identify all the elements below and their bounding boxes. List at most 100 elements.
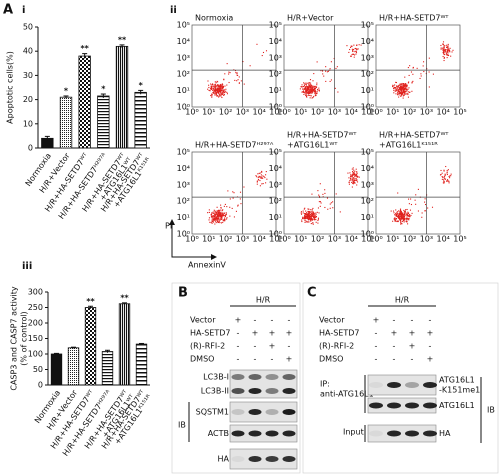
event-dot bbox=[419, 77, 421, 80]
event-dot bbox=[394, 219, 396, 221]
y-tick-label: 10⁵ bbox=[361, 21, 374, 30]
event-dot bbox=[408, 215, 410, 217]
event-dot bbox=[440, 47, 442, 49]
event-dot bbox=[302, 212, 304, 214]
event-dot bbox=[217, 221, 220, 224]
x-tick-label: 10² bbox=[311, 108, 324, 117]
event-dot bbox=[350, 175, 352, 178]
event-dot bbox=[348, 183, 350, 185]
event-dot bbox=[308, 91, 311, 93]
event-dot bbox=[258, 176, 260, 178]
x-tick-label: 10⁵ bbox=[361, 108, 374, 117]
event-dot bbox=[308, 92, 310, 94]
x-axis-label: AnnexinV bbox=[188, 261, 226, 270]
event-dot bbox=[303, 82, 305, 84]
event-dot bbox=[397, 85, 399, 87]
event-dot bbox=[405, 209, 407, 211]
event-dot bbox=[396, 215, 398, 217]
event-dot bbox=[350, 45, 352, 47]
event-dot bbox=[307, 87, 309, 89]
treatment-sign: - bbox=[271, 316, 274, 325]
event-dot bbox=[318, 194, 320, 196]
event-dot bbox=[242, 60, 244, 63]
event-dot bbox=[217, 211, 219, 213]
event-dot bbox=[310, 209, 312, 211]
bar bbox=[135, 343, 148, 386]
event-dot bbox=[305, 95, 308, 98]
event-dot bbox=[311, 87, 314, 89]
event-dot bbox=[265, 171, 267, 173]
event-dot bbox=[321, 70, 324, 72]
event-dot bbox=[411, 81, 413, 83]
y-axis-label: (% of control) bbox=[20, 311, 29, 365]
event-dot bbox=[303, 84, 306, 86]
treatment-sign: - bbox=[288, 342, 291, 351]
event-dot bbox=[401, 94, 403, 96]
event-dot bbox=[421, 212, 423, 214]
treatment-sign: + bbox=[286, 355, 293, 364]
event-dot bbox=[315, 215, 317, 217]
event-dot bbox=[400, 223, 402, 225]
event-dot bbox=[225, 88, 227, 90]
event-dot bbox=[339, 211, 341, 213]
event-dot bbox=[396, 94, 399, 96]
event-dot bbox=[212, 212, 214, 214]
event-dot bbox=[313, 213, 315, 215]
y-tick-label: 10⁴ bbox=[269, 37, 282, 46]
event-dot bbox=[448, 49, 450, 51]
event-dot bbox=[305, 215, 307, 217]
event-dot bbox=[444, 50, 446, 52]
event-dot bbox=[324, 206, 326, 209]
event-dot bbox=[398, 89, 400, 91]
event-dot bbox=[304, 213, 306, 216]
event-dot bbox=[446, 50, 448, 52]
event-dot bbox=[311, 86, 313, 88]
blot-label: HA bbox=[439, 429, 451, 438]
treatment-label: HA-SETD7 bbox=[319, 329, 359, 338]
event-dot bbox=[398, 214, 400, 216]
treatment-sign: + bbox=[286, 329, 293, 338]
treatment-sign: - bbox=[393, 355, 396, 364]
event-dot bbox=[330, 79, 332, 81]
event-dot bbox=[211, 214, 213, 216]
treatment-sign: + bbox=[409, 329, 416, 338]
event-dot bbox=[403, 94, 405, 96]
event-dot bbox=[395, 93, 397, 95]
event-dot bbox=[308, 83, 310, 85]
event-dot bbox=[319, 183, 321, 185]
event-dot bbox=[403, 216, 405, 218]
event-dot bbox=[403, 93, 405, 95]
event-dot bbox=[355, 48, 358, 50]
event-dot bbox=[411, 82, 413, 84]
event-dot bbox=[212, 91, 214, 93]
event-dot bbox=[399, 84, 401, 86]
x-tick-label: 10² bbox=[219, 235, 232, 244]
event-dot bbox=[428, 57, 430, 59]
y-tick-label: 10⁵ bbox=[177, 148, 190, 157]
event-dot bbox=[228, 73, 230, 75]
event-dot bbox=[449, 175, 451, 177]
event-dot bbox=[355, 52, 358, 54]
y-tick-label: 10⁴ bbox=[361, 37, 374, 46]
event-dot bbox=[395, 213, 397, 215]
event-dot bbox=[398, 217, 400, 219]
event-dot bbox=[355, 50, 357, 52]
event-dot bbox=[447, 51, 449, 53]
event-dot bbox=[319, 205, 321, 207]
event-dot bbox=[411, 212, 413, 214]
event-dot bbox=[306, 88, 308, 90]
event-dot bbox=[211, 222, 213, 224]
event-dot bbox=[304, 221, 306, 223]
event-dot bbox=[326, 197, 329, 199]
event-dot bbox=[408, 81, 410, 83]
event-dot bbox=[223, 89, 225, 91]
event-dot bbox=[208, 217, 210, 219]
event-dot bbox=[310, 223, 312, 225]
event-dot bbox=[301, 84, 303, 86]
event-dot bbox=[218, 215, 220, 217]
event-dot bbox=[312, 222, 314, 224]
treatment-sign: + bbox=[269, 342, 276, 351]
event-dot bbox=[443, 51, 445, 53]
event-dot bbox=[431, 206, 434, 208]
event-dot bbox=[440, 169, 442, 172]
